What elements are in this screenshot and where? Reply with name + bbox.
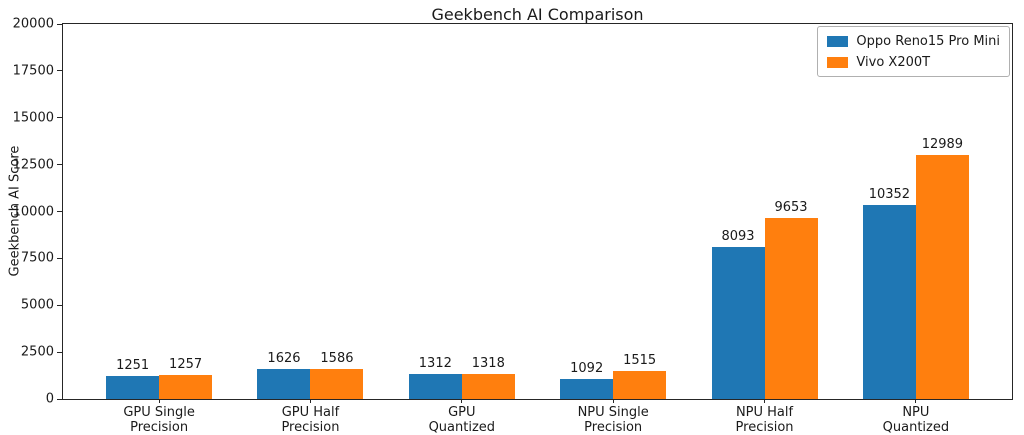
bar-series-0-group-2 xyxy=(408,374,462,399)
bar-value-label: 1251 xyxy=(116,357,150,373)
x-tick-label: GPU Single Precision xyxy=(123,405,195,435)
y-tick-label: 0 xyxy=(45,391,54,407)
bar-value-label: 1586 xyxy=(320,351,354,367)
y-tick-label: 10000 xyxy=(12,204,54,219)
bar-value-label: 1626 xyxy=(267,350,301,366)
bar-series-0-group-0 xyxy=(106,375,160,399)
legend-label-series-1: Vivo X200T xyxy=(856,55,931,70)
bar-series-0-group-3 xyxy=(560,378,614,399)
legend-item: Vivo X200T xyxy=(827,55,1000,70)
bar-value-label: 1515 xyxy=(623,352,657,368)
y-tick-label: 12500 xyxy=(12,157,54,173)
bar-value-label: 1318 xyxy=(471,356,505,372)
y-tick-mark xyxy=(57,164,62,166)
plot-area: 0 2500 5000 7500 10000 12500 15000 17500 20000 GP… xyxy=(13,17,1013,435)
bar-series-1-group-5 xyxy=(915,155,969,399)
bar-series-1-group-2 xyxy=(461,374,515,399)
bar-series-1-group-1 xyxy=(310,369,364,399)
y-tick-label: 5000 xyxy=(20,297,54,313)
y-tick-label: 20000 xyxy=(12,16,54,32)
y-tick-mark xyxy=(57,351,62,353)
y-tick-mark xyxy=(57,211,62,212)
x-tick-label: GPU Quantized xyxy=(428,405,496,435)
x-tick-mark xyxy=(612,399,614,403)
bar-value-label: 1092 xyxy=(570,360,604,376)
bar-value-label: 9653 xyxy=(774,200,808,216)
bar-value-label: 1257 xyxy=(169,357,203,373)
y-tick-label: 17500 xyxy=(12,63,54,79)
bar-value-label: 1312 xyxy=(418,356,452,372)
y-tick-mark xyxy=(57,257,62,259)
bar-series-0-group-1 xyxy=(257,368,311,399)
bar-series-0-group-5 xyxy=(862,204,916,399)
y-tick-label: 7500 xyxy=(20,250,54,266)
x-tick-mark xyxy=(309,399,311,403)
legend-item: Oppo Reno15 Pro Mini xyxy=(827,34,1000,49)
bar-value-label: 10352 xyxy=(868,186,911,202)
chart-title: Geekbench AI Comparison xyxy=(431,5,644,24)
legend: Oppo Reno15 Pro Mini Vivo X200T xyxy=(817,26,1010,77)
x-tick-mark xyxy=(461,399,463,403)
y-tick-mark xyxy=(57,23,62,25)
bar-series-1-group-4 xyxy=(764,218,818,399)
x-tick-mark xyxy=(158,399,160,403)
x-tick-mark xyxy=(764,399,766,403)
y-tick-label: 2500 xyxy=(20,344,54,360)
y-tick-label: 15000 xyxy=(12,110,54,126)
bar-series-0-group-4 xyxy=(711,247,765,399)
y-tick-mark xyxy=(57,304,62,306)
x-tick-label: NPU Single Precision xyxy=(577,405,649,435)
bar-value-label: 8093 xyxy=(721,229,755,245)
x-tick-label: NPU Half Precision xyxy=(735,405,794,435)
legend-label-series-0: Oppo Reno15 Pro Mini xyxy=(856,34,1000,49)
legend-swatch-series-1 xyxy=(827,57,849,68)
x-tick-label: GPU Half Precision xyxy=(281,405,340,435)
bar-series-1-group-3 xyxy=(613,370,667,399)
x-tick-label: NPU Quantized xyxy=(882,405,950,435)
y-tick-mark xyxy=(57,70,62,72)
y-tick-mark xyxy=(57,117,62,119)
bar-series-1-group-0 xyxy=(159,375,213,399)
legend-swatch-series-0 xyxy=(827,36,849,47)
bar-value-label: 12989 xyxy=(921,137,964,153)
x-tick-mark xyxy=(915,399,917,403)
y-tick-mark xyxy=(57,398,62,400)
